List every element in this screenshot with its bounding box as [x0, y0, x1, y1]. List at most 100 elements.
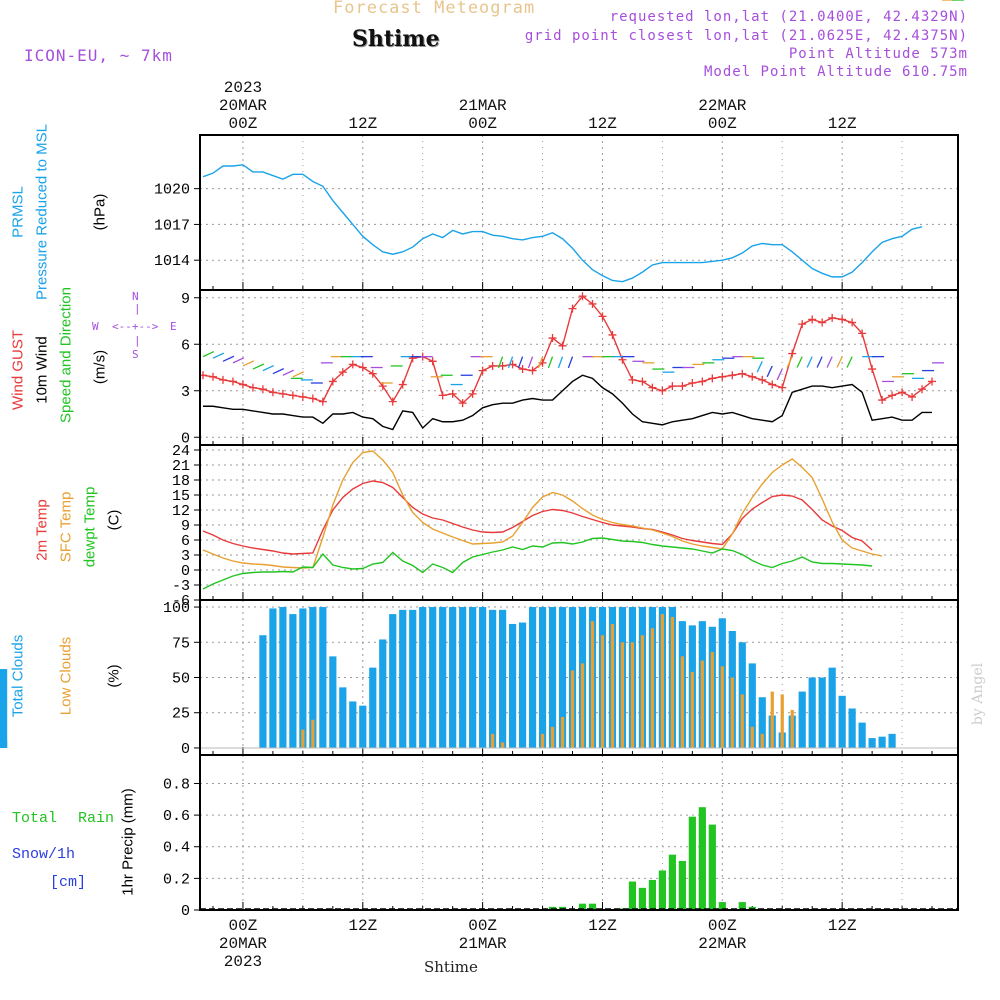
gust-marker	[828, 313, 837, 322]
gust-marker	[588, 299, 597, 308]
bar-low-clouds	[740, 694, 744, 748]
bar-total-clouds	[818, 677, 826, 748]
gust-marker	[248, 383, 257, 392]
top-time-label: 12Z	[348, 115, 377, 133]
gust-marker	[428, 357, 437, 366]
wind-arrow	[796, 356, 803, 368]
bar-total-clouds	[389, 614, 397, 748]
wind-arrow	[242, 360, 255, 367]
panel-frame	[199, 444, 959, 601]
bar-total-clouds	[499, 609, 507, 748]
clouds-panel: 0 25 50 75 100	[0, 599, 959, 758]
gust-marker	[728, 371, 737, 380]
gust-marker	[698, 377, 707, 386]
top-time-label: 20MAR	[219, 97, 267, 115]
y-tick-label: 1020	[154, 182, 190, 199]
gust-marker	[818, 318, 827, 327]
bar-low-clouds	[690, 671, 694, 748]
y-tick-label: 50	[172, 671, 190, 688]
gust-marker	[788, 349, 797, 358]
bar-total-clouds	[459, 607, 467, 748]
bar-low-clouds	[640, 635, 645, 748]
bar-total-rain	[718, 902, 726, 910]
y-tick-label: 9	[181, 518, 190, 535]
y-tick-label: 6	[181, 337, 190, 354]
precip-label-rain: Rain	[78, 810, 115, 827]
bar-total-clouds	[838, 695, 846, 748]
gust-marker	[718, 372, 727, 381]
bar-low-clouds	[700, 660, 704, 748]
wind-arrow	[846, 356, 853, 368]
bar-low-clouds	[560, 716, 565, 748]
gust-marker	[848, 318, 857, 327]
top-time-label: 22MAR	[698, 97, 746, 115]
bar-low-clouds	[630, 642, 635, 748]
bar-total-clouds	[0, 669, 8, 748]
y-tick-label: 75	[172, 635, 190, 652]
wind-arrow	[557, 356, 564, 369]
bar-total-clouds	[449, 607, 457, 748]
bar-total-rain	[738, 902, 746, 910]
y-tick-label: 1017	[154, 217, 190, 234]
gust-marker	[888, 391, 897, 400]
wind-arrow	[212, 352, 225, 359]
y-tick-label: 1014	[154, 253, 190, 270]
y-tick-label: 21	[172, 458, 190, 475]
bar-total-clouds	[528, 607, 537, 748]
gust-marker	[328, 377, 337, 386]
bar-low-clouds	[780, 694, 784, 748]
y-tick-label: 25	[172, 706, 190, 723]
y-tick-label: 0.2	[163, 871, 190, 888]
gust-marker	[258, 385, 267, 394]
bar-total-rain	[628, 881, 637, 910]
bar-total-clouds	[858, 722, 866, 748]
wind-arrow	[292, 371, 305, 378]
gust-marker	[638, 377, 647, 386]
requested-coords: requested lon,lat (21.0400E, 42.4329N)	[609, 9, 968, 25]
point-altitude: Point Altitude 573m	[788, 46, 968, 62]
bar-total-clouds	[409, 609, 417, 748]
bar-total-rain	[588, 903, 597, 910]
top-time-label: 21MAR	[459, 97, 507, 115]
gust-marker	[318, 397, 327, 406]
gust-marker	[918, 385, 927, 394]
bar-low-clouds	[760, 733, 764, 748]
bar-total-clouds	[379, 639, 387, 748]
wind-arrow	[756, 361, 763, 373]
gust-marker	[238, 380, 247, 389]
bar-low-clouds	[680, 656, 684, 748]
model-altitude: Model Point Altitude 610.75m	[703, 64, 968, 80]
gust-marker	[648, 383, 657, 392]
line-2m-temp	[202, 480, 873, 555]
y-tick-label: 15	[172, 488, 190, 505]
bottom-time-label: 00Z	[468, 917, 497, 935]
compass-vert-bottom: |	[134, 334, 141, 347]
y-tick-label: 18	[172, 473, 190, 490]
bar-total-clouds	[319, 607, 327, 748]
y-tick-label: 3	[181, 548, 190, 565]
bar-low-clouds	[650, 628, 655, 748]
line-prmsl	[202, 164, 923, 283]
bottom-time-label: 20MAR	[219, 935, 267, 953]
bar-total-clouds	[359, 705, 367, 748]
y-tick-label: 0	[181, 563, 190, 580]
bar-total-clouds	[399, 609, 407, 748]
line-wind-gust	[202, 295, 933, 405]
y-tick-label: 9	[181, 291, 190, 308]
gust-marker	[928, 377, 937, 386]
gust-marker	[748, 372, 757, 381]
gust-marker	[838, 315, 847, 324]
compass-east: E	[170, 320, 177, 333]
gust-marker	[308, 394, 317, 403]
gust-marker	[438, 391, 447, 400]
bar-low-clouds	[790, 709, 794, 748]
wind-arrow	[222, 355, 235, 362]
gust-marker	[768, 380, 777, 389]
bar-total-rain	[668, 854, 676, 910]
bar-total-clouds	[828, 667, 836, 748]
line-10m-wind	[202, 374, 933, 431]
gust-marker	[708, 374, 717, 383]
bar-total-clouds	[329, 656, 337, 748]
bottom-time-label: 2023	[224, 953, 262, 971]
